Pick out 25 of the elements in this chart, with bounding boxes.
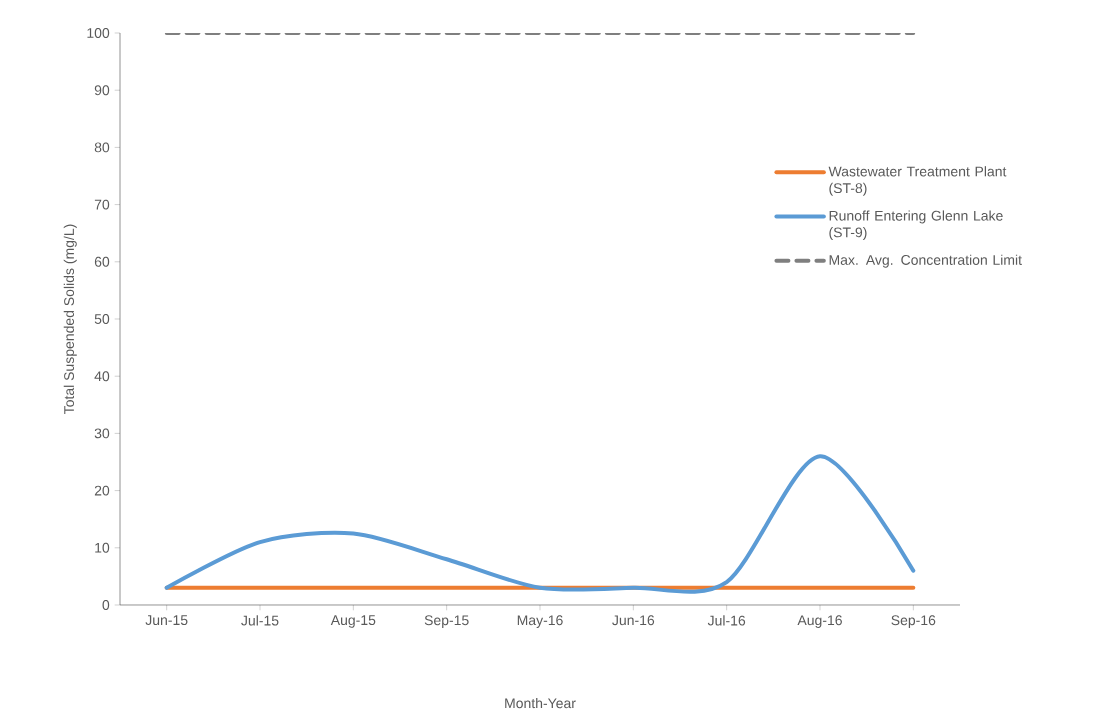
legend-label: Max. Avg. Concentration Limit xyxy=(829,254,1022,268)
x-axis-title: Month-Year xyxy=(505,697,576,709)
legend-label: Runoff Entering Glenn Lake (ST-9) xyxy=(829,210,1003,241)
x-tick-label: Aug-15 xyxy=(330,615,376,628)
x-tick-label: Jul-15 xyxy=(241,615,279,626)
x-tick-label: Jun-16 xyxy=(612,615,655,626)
y-tick-label: 10 xyxy=(95,542,110,553)
x-tick-label: Aug-16 xyxy=(797,615,842,628)
y-tick-label: 50 xyxy=(94,314,110,324)
y-tick-label: 60 xyxy=(94,256,110,267)
x-tick-label: May-16 xyxy=(517,615,563,628)
x-tick-label: Jun-15 xyxy=(145,615,188,626)
x-tick-label: Sep-15 xyxy=(424,615,469,628)
y-axis-title: Total Suspended Solids (mg/L) xyxy=(63,224,77,415)
y-tick-label: 30 xyxy=(94,428,110,439)
y-tick-label: 100 xyxy=(87,28,110,38)
x-tick-label: Jul-16 xyxy=(707,615,746,626)
legend-label: Wastewater Treatment Plant (ST-8) xyxy=(828,166,1007,196)
y-tick-label: 20 xyxy=(94,485,110,496)
y-tick-label: 90 xyxy=(94,85,110,96)
y-tick-label: 40 xyxy=(94,371,110,382)
y-tick-label: 80 xyxy=(94,142,110,153)
y-tick-label: 0 xyxy=(102,600,110,610)
y-tick-label: 70 xyxy=(94,199,110,210)
x-tick-label: Sep-16 xyxy=(891,615,936,628)
